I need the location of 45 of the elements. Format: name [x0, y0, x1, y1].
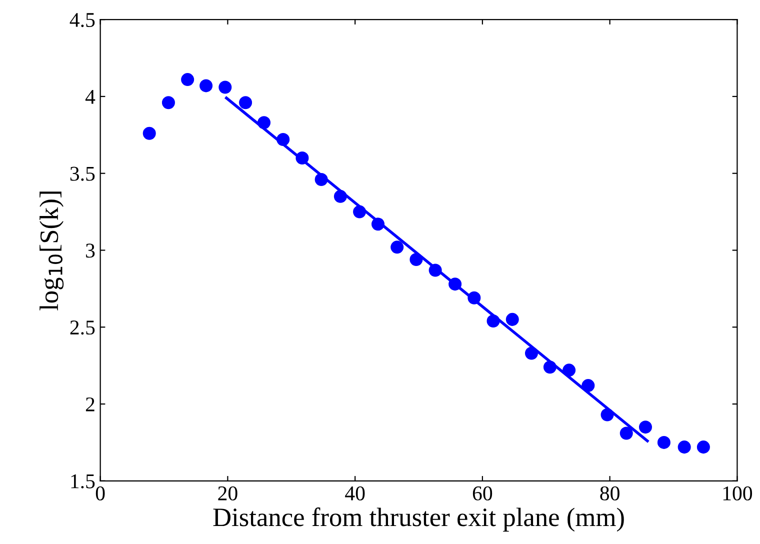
- point: [543, 360, 556, 374]
- point: [142, 126, 156, 140]
- point: [162, 96, 175, 110]
- point: [696, 440, 710, 454]
- point: [428, 264, 442, 277]
- y-axis-title: log$_{10}$[S(k)]: [40, 192, 64, 310]
- y-tick-label: 2: [86, 397, 94, 412]
- x-tick-label: 40: [345, 486, 365, 500]
- point: [486, 314, 500, 328]
- point: [524, 346, 538, 360]
- point: [314, 173, 328, 186]
- point: [218, 80, 232, 94]
- point: [638, 420, 652, 434]
- point: [657, 436, 670, 449]
- point: [410, 252, 423, 266]
- y-tick-label: 1.5: [71, 474, 95, 488]
- point: [468, 291, 481, 304]
- point: [200, 79, 213, 92]
- point: [181, 73, 194, 86]
- y-tick-label: 3: [86, 244, 95, 258]
- y-tick-label: 4: [85, 90, 96, 104]
- x-tick-label: 60: [472, 486, 492, 500]
- y-tick-label: 4.5: [70, 13, 95, 28]
- x-axis-title: Distance from thruster exit plane (mm): [213, 507, 624, 532]
- x-tick-label: 20: [218, 486, 238, 500]
- x-tick-label: 0: [96, 486, 105, 500]
- x-tick-label: 80: [600, 486, 620, 500]
- point: [448, 278, 462, 291]
- x-tick-label: 100: [723, 486, 752, 500]
- point: [390, 240, 404, 254]
- point: [582, 379, 595, 392]
- y-tick-label: 3.5: [70, 166, 95, 181]
- point: [276, 133, 290, 146]
- point: [678, 440, 691, 454]
- point: [600, 408, 614, 422]
- point: [239, 96, 252, 110]
- point: [353, 205, 366, 218]
- point: [334, 190, 347, 203]
- y-tick-label: 2.5: [70, 320, 95, 335]
- point: [371, 218, 385, 231]
- point: [296, 151, 309, 164]
- point: [257, 116, 271, 130]
- point: [506, 312, 519, 326]
- point: [620, 426, 633, 440]
- point: [562, 364, 576, 377]
